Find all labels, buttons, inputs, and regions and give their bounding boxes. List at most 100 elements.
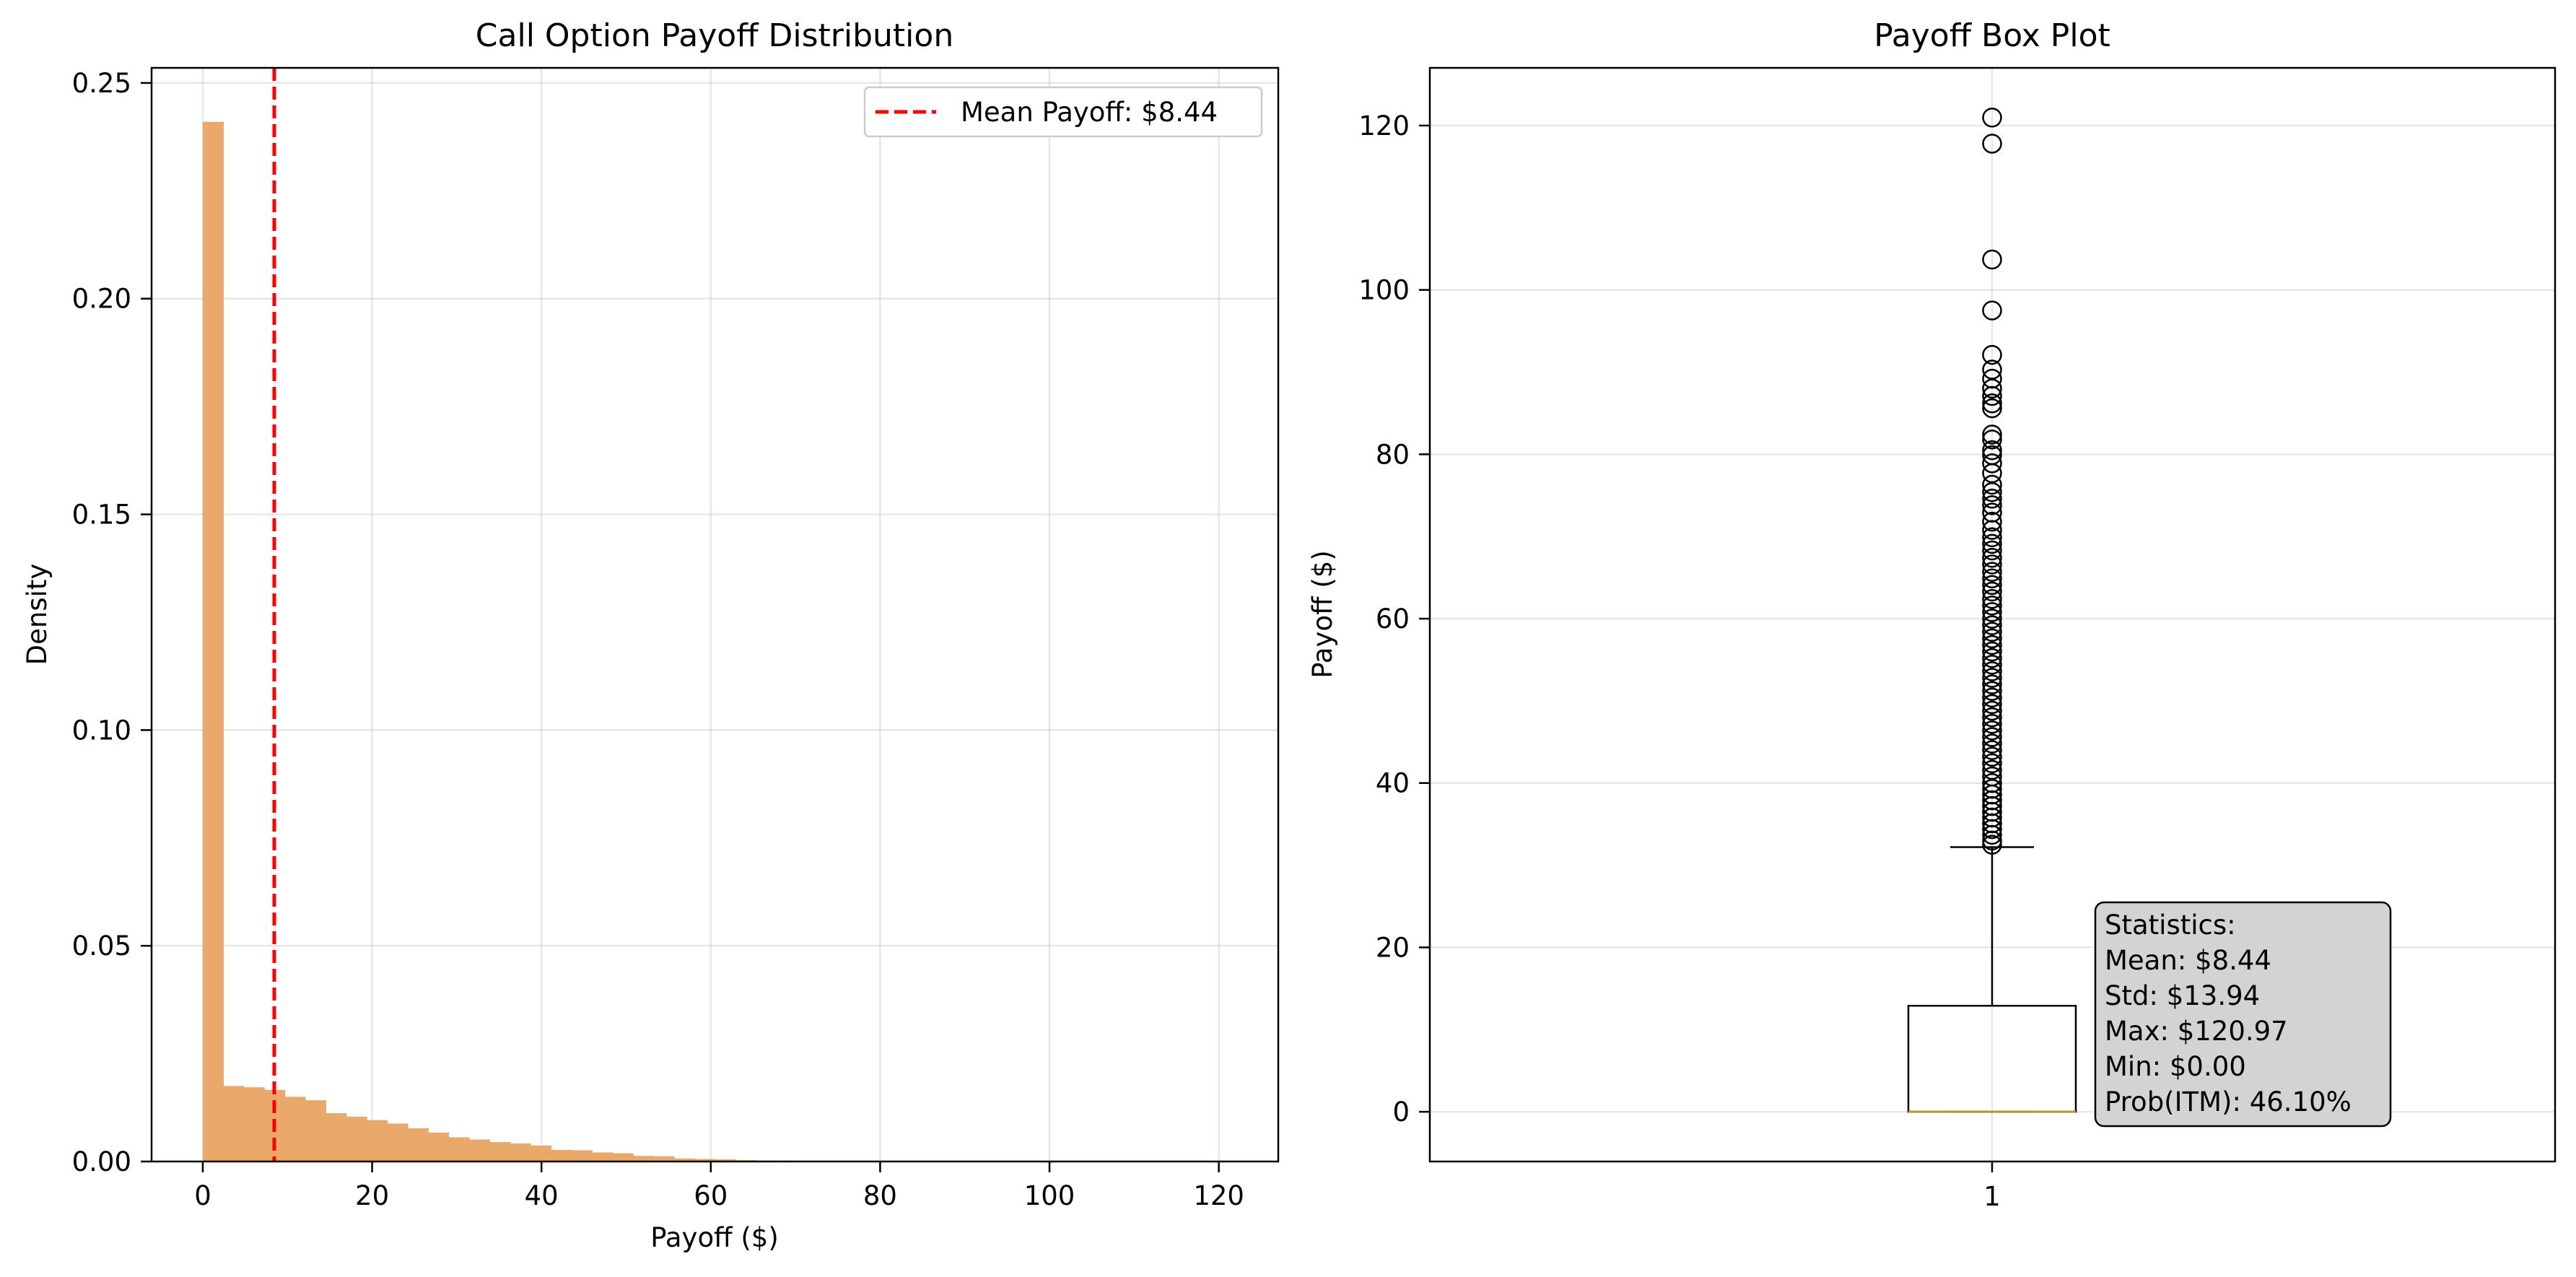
histogram-bar (448, 1137, 470, 1161)
boxplot-outlier-point (1982, 609, 2002, 629)
boxplot-outlier-point (1982, 520, 2002, 540)
boxplot-outlier-point (1982, 720, 2002, 741)
boxplot-outlier-point (1982, 575, 2002, 596)
boxplot-outlier-point (1982, 540, 2002, 561)
boxplot-outlier-point (1982, 562, 2002, 582)
histogram-x-tick-label: 0 (194, 1180, 211, 1211)
boxplot-outlier-point (1982, 108, 2002, 128)
histogram-x-tick-label: 20 (355, 1180, 389, 1211)
boxplot-outlier-point (1982, 674, 2002, 694)
legend-mean-label: Mean Payoff: $8.44 (961, 97, 1218, 128)
histogram-bar (326, 1113, 347, 1161)
boxplot-outlier-point (1982, 300, 2002, 321)
boxplot-outlier-point (1982, 474, 2002, 495)
boxplot-x-tick: 1 (1983, 1161, 2001, 1212)
boxplot-outlier-point (1982, 661, 2002, 681)
histogram-x-tick-label: 80 (863, 1180, 897, 1211)
histogram-bar (489, 1142, 511, 1161)
histogram-bar (694, 1159, 716, 1161)
boxplot-y-tick-label: 40 (1376, 768, 1410, 799)
boxplot-outlier-point (1982, 385, 2002, 406)
boxplot-y-ticks: 0 20 40 60 80 100 120 (1358, 110, 1430, 1128)
boxplot-outlier-point (1982, 393, 2002, 414)
histogram-bar (633, 1156, 655, 1161)
histogram-bar (469, 1139, 491, 1161)
boxplot-outlier-point (1982, 596, 2002, 616)
histogram-x-ticks: 0 20 40 60 80 100 120 (194, 1161, 1244, 1211)
boxplot-outlier-point (1982, 398, 2002, 419)
stats-line-prob-itm: Prob(ITM): 46.10% (2105, 1086, 2352, 1117)
histogram-bar (428, 1132, 450, 1161)
boxplot-y-tick-label: 80 (1376, 439, 1410, 470)
histogram-x-tick-label: 60 (694, 1180, 728, 1211)
histogram-bar (510, 1143, 531, 1161)
boxplot-outlier-point (1982, 668, 2002, 688)
histogram-y-ticks: 0.00 0.05 0.10 0.15 0.20 0.25 (72, 68, 152, 1177)
boxplot-outlier-point (1982, 249, 2002, 270)
boxplot-outlier-point (1982, 568, 2002, 588)
boxplot-outlier-point (1982, 581, 2002, 602)
boxplot-y-tick-label: 60 (1376, 603, 1410, 635)
histogram-bar (653, 1156, 675, 1161)
boxplot-outlier-point (1982, 440, 2002, 461)
boxplot-outlier-point (1982, 622, 2002, 642)
boxplot-outlier-point (1982, 648, 2002, 668)
stats-line-std: Std: $13.94 (2105, 980, 2260, 1011)
boxplot-outlier-point (1982, 700, 2002, 721)
stats-line-min: Min: $0.00 (2105, 1051, 2246, 1082)
boxplot-title: Payoff Box Plot (1874, 17, 2110, 54)
histogram-bar (551, 1149, 572, 1161)
histogram-axes-frame (150, 66, 1280, 1163)
boxplot-y-tick-label: 120 (1358, 110, 1410, 141)
boxplot-panel: 0 20 40 60 80 100 120 1 Payoff Box Plot Payoff… (1307, 17, 2557, 1212)
histogram-legend: Mean Payoff: $8.44 (863, 86, 1263, 138)
histogram-bar (571, 1150, 593, 1161)
histogram-bar (407, 1128, 429, 1161)
boxplot-y-tick-label: 20 (1376, 932, 1410, 963)
histogram-panel: 0 20 40 60 80 100 120 0.00 0.05 0.10 0.15 0.20 0.25… (22, 17, 1280, 1253)
boxplot-outlier-point (1982, 733, 2002, 754)
statistics-box-frame (2094, 901, 2392, 1128)
boxplot-outlier-point (1982, 753, 2002, 774)
boxplot-outlier-point (1982, 489, 2002, 509)
histogram-y-tick-label: 0.00 (72, 1146, 131, 1177)
boxplot-outlier-point (1982, 424, 2002, 445)
stats-line-mean: Mean: $8.44 (2105, 945, 2271, 976)
boxplot-outlier-point (1982, 681, 2002, 701)
stats-line-max: Max: $120.97 (2105, 1016, 2288, 1047)
boxplot-outlier-point (1982, 481, 2002, 502)
boxplot-outlier-point (1982, 824, 2002, 845)
boxplot-outlier-point (1982, 707, 2002, 728)
histogram-bar (243, 1087, 265, 1161)
stats-line-heading: Statistics: (2105, 910, 2236, 941)
histogram-y-tick-label: 0.05 (72, 930, 131, 962)
histogram-bar (592, 1152, 614, 1161)
boxplot-outlier-point (1982, 134, 2002, 154)
legend-frame (863, 86, 1263, 138)
boxplot-outlier-point (1982, 746, 2002, 767)
boxplot-outlier-point (1982, 615, 2002, 635)
histogram-bar (612, 1153, 634, 1161)
histogram-bar (223, 1086, 245, 1161)
histogram-y-tick-label: 0.20 (72, 284, 131, 315)
boxplot-outlier-point (1982, 495, 2002, 515)
histogram-x-tick-label: 40 (525, 1180, 559, 1211)
boxplot-outlier-point (1982, 694, 2002, 715)
histogram-y-tick-label: 0.10 (72, 715, 131, 746)
boxplot-outlier-point (1982, 834, 2002, 855)
boxplot-outlier-point (1982, 548, 2002, 568)
boxplot-outlier-point (1982, 819, 2002, 840)
boxplot-outlier-point (1982, 527, 2002, 548)
histogram-bar (673, 1158, 695, 1161)
boxplot-outlier-point (1982, 628, 2002, 649)
histogram-bar (202, 121, 224, 1162)
boxplot-outlier-point (1982, 453, 2002, 474)
boxplot-outlier-point (1982, 740, 2002, 760)
boxplot-outlier-point (1982, 554, 2002, 575)
histogram-grid (152, 68, 1278, 1163)
histogram-bars (202, 121, 818, 1162)
boxplot-outlier-point (1982, 533, 2002, 554)
statistics-box: Statistics: Mean: $8.44 Std: $13.94 Max:… (2094, 901, 2392, 1128)
boxplot-outlier-point (1982, 602, 2002, 622)
